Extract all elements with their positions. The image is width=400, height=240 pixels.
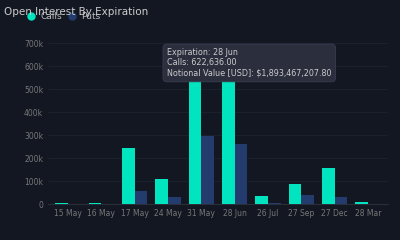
Bar — [55, 203, 68, 204]
Bar — [335, 197, 347, 204]
Bar — [201, 136, 214, 204]
Legend: Calls, Puts: Calls, Puts — [29, 12, 100, 21]
Bar — [301, 195, 314, 204]
Bar — [255, 196, 268, 204]
Bar — [355, 202, 368, 204]
Bar — [135, 191, 147, 204]
Text: Expiration: 28 Jun
Calls: 622,636.00
Notional Value [USD]: $1,893,467,207.80: Expiration: 28 Jun Calls: 622,636.00 Not… — [167, 48, 332, 78]
Bar — [235, 144, 247, 204]
Bar — [122, 148, 135, 204]
Bar — [189, 77, 201, 204]
Bar — [89, 203, 101, 204]
Bar — [268, 203, 281, 204]
Bar — [289, 184, 301, 204]
Bar — [222, 61, 235, 204]
Text: Open Interest By Expiration: Open Interest By Expiration — [4, 7, 148, 17]
Bar — [168, 197, 181, 204]
Bar — [155, 179, 168, 204]
Bar — [322, 168, 335, 204]
